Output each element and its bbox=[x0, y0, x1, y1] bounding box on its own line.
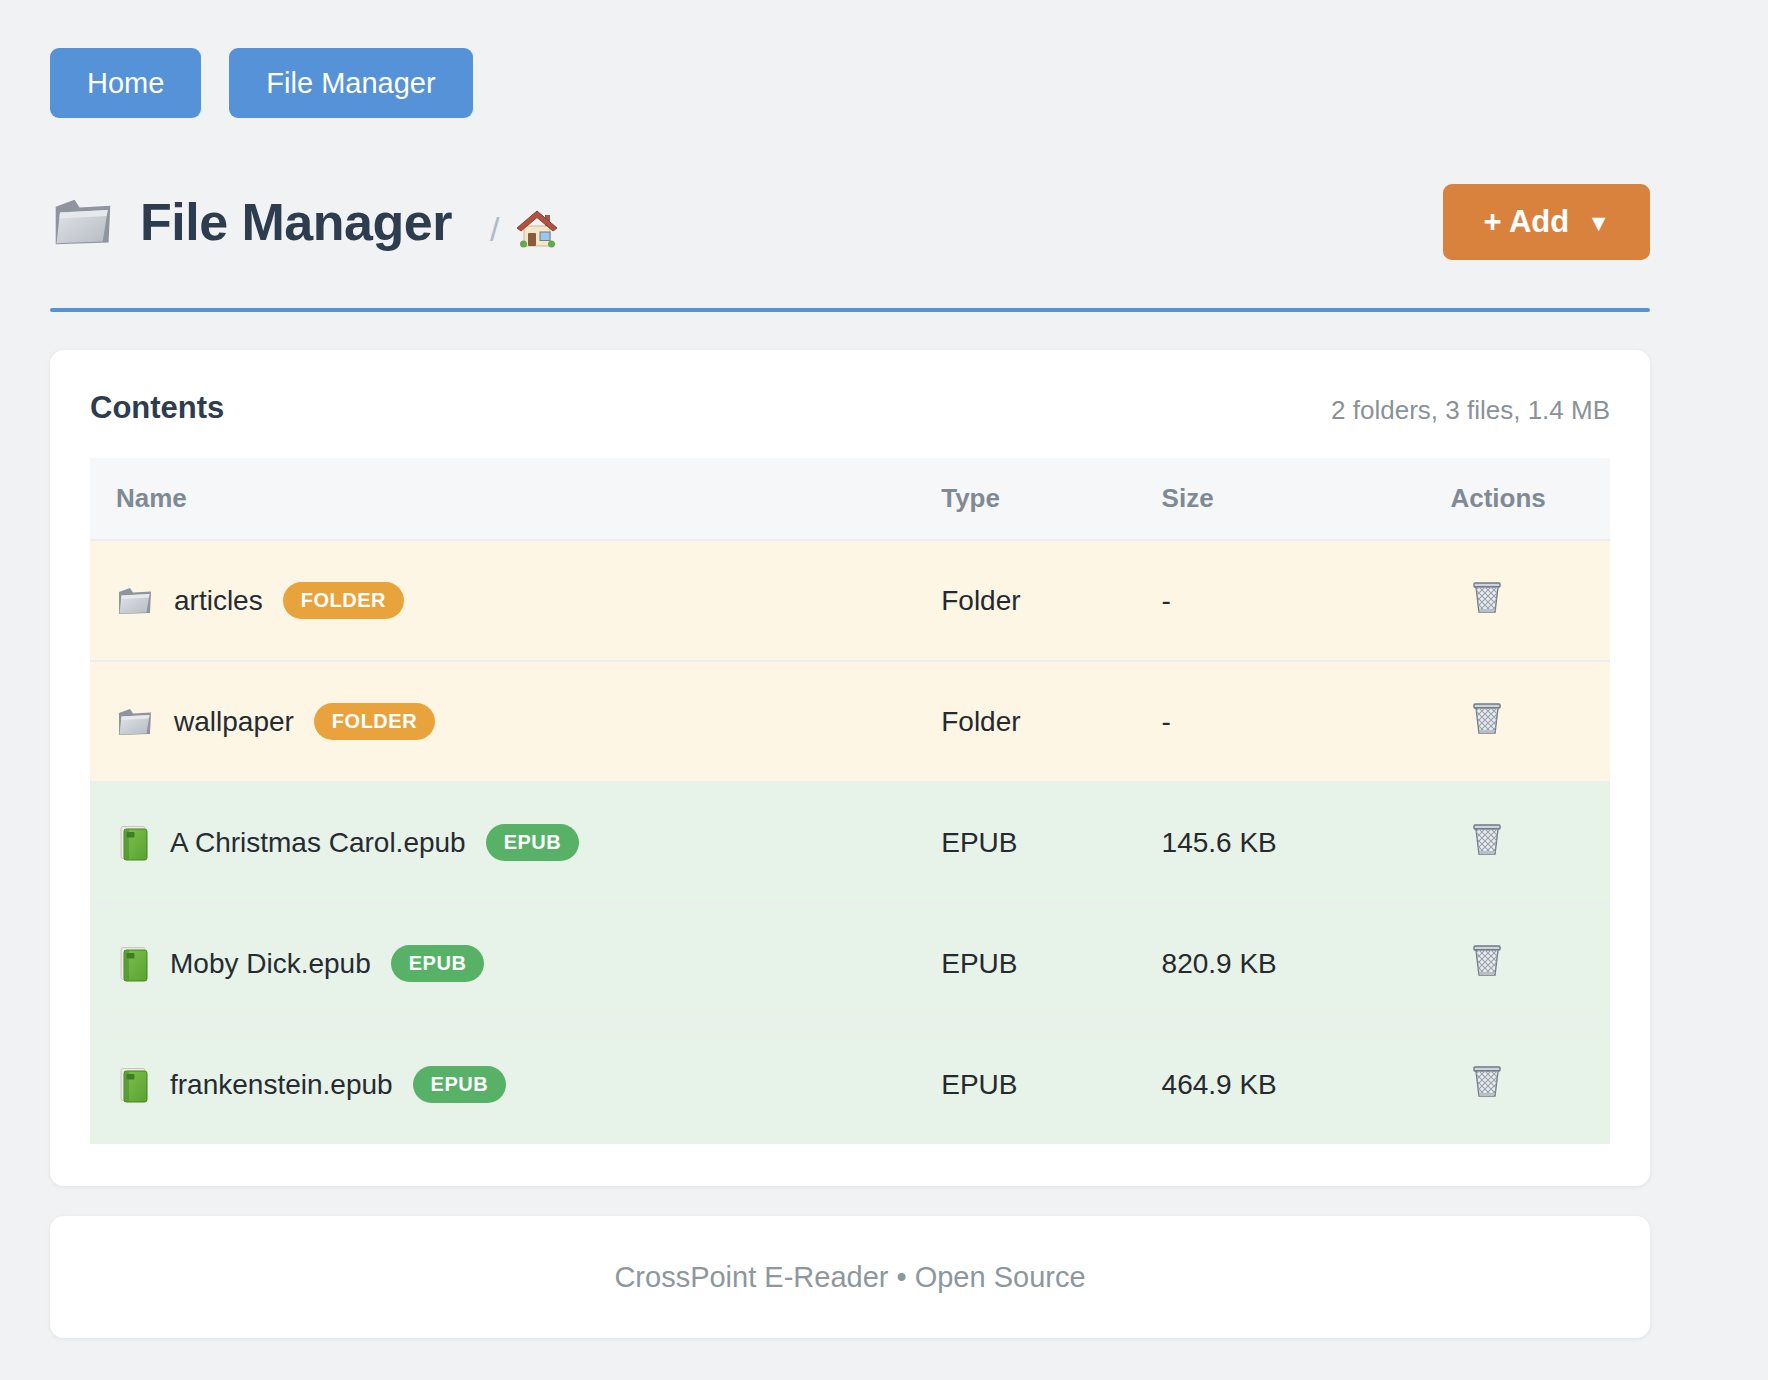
page-header: File Manager / bbox=[50, 184, 1650, 260]
item-size: - bbox=[1162, 661, 1451, 782]
item-size: 145.6 KB bbox=[1162, 782, 1451, 903]
column-header-size: Size bbox=[1162, 458, 1451, 540]
trash-icon bbox=[1470, 1062, 1504, 1100]
delete-button[interactable] bbox=[1470, 941, 1504, 979]
type-badge: FOLDER bbox=[314, 703, 435, 740]
delete-button[interactable] bbox=[1470, 820, 1504, 858]
trash-icon bbox=[1470, 820, 1504, 858]
item-size: 820.9 KB bbox=[1162, 903, 1451, 1024]
footer-text: CrossPoint E-Reader • Open Source bbox=[614, 1261, 1085, 1294]
column-header-actions: Actions bbox=[1450, 458, 1610, 540]
delete-button[interactable] bbox=[1470, 578, 1504, 616]
header-divider bbox=[50, 308, 1650, 312]
breadcrumb-separator: / bbox=[490, 210, 499, 249]
type-badge: EPUB bbox=[413, 1066, 507, 1103]
item-size: - bbox=[1162, 540, 1451, 661]
top-nav: Home File Manager bbox=[50, 48, 1650, 118]
type-badge: FOLDER bbox=[283, 582, 404, 619]
item-type: Folder bbox=[941, 661, 1161, 782]
type-badge: EPUB bbox=[391, 945, 485, 982]
table-row: frankenstein.epub EPUB EPUB 464.9 KB bbox=[90, 1024, 1610, 1144]
item-type: EPUB bbox=[941, 1024, 1161, 1144]
column-header-type: Type bbox=[941, 458, 1161, 540]
item-type: Folder bbox=[941, 540, 1161, 661]
chevron-down-icon: ▼ bbox=[1587, 210, 1610, 237]
trash-icon bbox=[1470, 578, 1504, 616]
type-badge: EPUB bbox=[486, 824, 580, 861]
page-title: File Manager bbox=[140, 192, 452, 252]
folder-icon bbox=[50, 193, 116, 251]
item-type: EPUB bbox=[941, 903, 1161, 1024]
contents-heading: Contents bbox=[90, 390, 224, 426]
folder-icon bbox=[116, 705, 154, 739]
footer-card: CrossPoint E-Reader • Open Source bbox=[50, 1216, 1650, 1338]
book-icon bbox=[116, 945, 150, 983]
table-header-row: Name Type Size Actions bbox=[90, 458, 1610, 540]
item-name-link[interactable]: Moby Dick.epub bbox=[170, 948, 371, 980]
trash-icon bbox=[1470, 699, 1504, 737]
nav-file-manager-button[interactable]: File Manager bbox=[229, 48, 472, 118]
book-icon bbox=[116, 1066, 150, 1104]
breadcrumb-home-link[interactable] bbox=[515, 209, 559, 249]
table-row: wallpaper FOLDER Folder - bbox=[90, 661, 1610, 782]
item-size: 464.9 KB bbox=[1162, 1024, 1451, 1144]
breadcrumb: / bbox=[490, 209, 559, 249]
add-button-label: + Add bbox=[1483, 204, 1569, 240]
item-type: EPUB bbox=[941, 782, 1161, 903]
file-manager-page: Home File Manager File Manager / bbox=[0, 0, 1768, 1338]
file-table: Name Type Size Actions bbox=[90, 458, 1610, 1144]
contents-card: Contents 2 folders, 3 files, 1.4 MB Name… bbox=[50, 350, 1650, 1186]
contents-card-header: Contents 2 folders, 3 files, 1.4 MB bbox=[90, 390, 1610, 426]
table-row: Moby Dick.epub EPUB EPUB 820.9 KB bbox=[90, 903, 1610, 1024]
item-name-link[interactable]: frankenstein.epub bbox=[170, 1069, 393, 1101]
item-name-link[interactable]: wallpaper bbox=[174, 706, 294, 738]
add-button[interactable]: + Add ▼ bbox=[1443, 184, 1650, 260]
folder-icon bbox=[116, 584, 154, 618]
table-row: articles FOLDER Folder - bbox=[90, 540, 1610, 661]
nav-home-button[interactable]: Home bbox=[50, 48, 201, 118]
delete-button[interactable] bbox=[1470, 699, 1504, 737]
book-icon bbox=[116, 824, 150, 862]
house-icon bbox=[515, 209, 559, 249]
title-group: File Manager / bbox=[50, 192, 559, 252]
contents-summary: 2 folders, 3 files, 1.4 MB bbox=[1331, 395, 1610, 426]
column-header-name: Name bbox=[90, 458, 941, 540]
table-row: A Christmas Carol.epub EPUB EPUB 145.6 K… bbox=[90, 782, 1610, 903]
delete-button[interactable] bbox=[1470, 1062, 1504, 1100]
item-name-link[interactable]: articles bbox=[174, 585, 263, 617]
trash-icon bbox=[1470, 941, 1504, 979]
item-name-link[interactable]: A Christmas Carol.epub bbox=[170, 827, 466, 859]
